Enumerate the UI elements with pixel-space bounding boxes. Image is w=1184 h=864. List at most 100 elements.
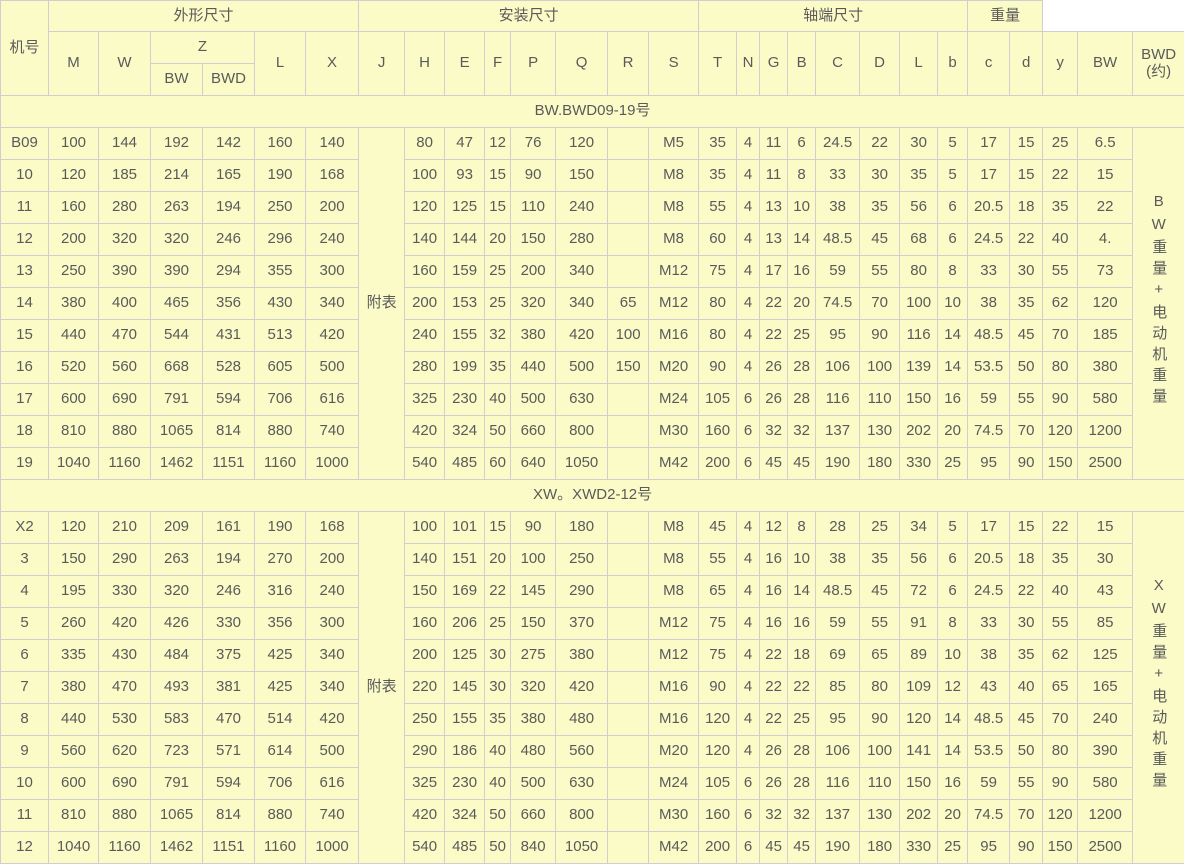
- cell-Q: 250: [556, 544, 608, 576]
- cell-B: 45: [788, 448, 816, 480]
- cell-Q: 480: [556, 704, 608, 736]
- cell-F: 50: [485, 800, 511, 832]
- cell-R: [608, 256, 649, 288]
- cell-Z-BW: 320: [151, 224, 203, 256]
- cell-W: 560: [99, 352, 151, 384]
- cell-B: 14: [788, 576, 816, 608]
- cell-y: 65: [1043, 672, 1078, 704]
- cell-L: 430: [255, 288, 306, 320]
- cell-S: M42: [649, 448, 699, 480]
- cell-W: 320: [99, 224, 151, 256]
- cell-D: 70: [860, 288, 900, 320]
- cell-X: 500: [306, 736, 359, 768]
- cell-N: 4: [737, 192, 760, 224]
- cell-L: 190: [255, 512, 306, 544]
- cell-M: 810: [49, 800, 99, 832]
- cell-N: 4: [737, 608, 760, 640]
- cell-L2: 150: [900, 768, 938, 800]
- cell-S: M16: [649, 320, 699, 352]
- cell-P: 110: [511, 192, 556, 224]
- cell-N: 4: [737, 160, 760, 192]
- cell-Q: 120: [556, 128, 608, 160]
- cell-F: 22: [485, 576, 511, 608]
- cell-b: 14: [938, 736, 968, 768]
- table-row: 10 600 690 791 594 706 616 325 230 40 50…: [1, 768, 1184, 800]
- cell-machine-no: 6: [1, 640, 49, 672]
- cell-W: 144: [99, 128, 151, 160]
- cell-W: 1160: [99, 448, 151, 480]
- cell-L: 160: [255, 128, 306, 160]
- col-header-L: L: [255, 32, 306, 96]
- cell-B: 16: [788, 256, 816, 288]
- cell-b: 6: [938, 224, 968, 256]
- cell-L2: 68: [900, 224, 938, 256]
- cell-y: 80: [1043, 736, 1078, 768]
- cell-D: 90: [860, 704, 900, 736]
- cell-L: 605: [255, 352, 306, 384]
- cell-E: 47: [445, 128, 485, 160]
- cell-c: 74.5: [968, 800, 1010, 832]
- cell-W: 470: [99, 672, 151, 704]
- cell-y: 62: [1043, 288, 1078, 320]
- cell-Z-BW: 583: [151, 704, 203, 736]
- cell-E: 199: [445, 352, 485, 384]
- cell-y: 22: [1043, 512, 1078, 544]
- table-row: 15 440 470 544 431 513 420 240 155 32 38…: [1, 320, 1184, 352]
- cell-P: 150: [511, 224, 556, 256]
- cell-W: 290: [99, 544, 151, 576]
- cell-M: 810: [49, 416, 99, 448]
- cell-Z-BW: 723: [151, 736, 203, 768]
- col-header-E: E: [445, 32, 485, 96]
- cell-T: 55: [699, 544, 737, 576]
- cell-C: 116: [816, 384, 860, 416]
- cell-c: 17: [968, 128, 1010, 160]
- cell-y: 55: [1043, 608, 1078, 640]
- cell-W: 470: [99, 320, 151, 352]
- cell-L: 880: [255, 800, 306, 832]
- table-row: 19 1040 1160 1462 1151 1160 1000 540 485…: [1, 448, 1184, 480]
- cell-C: 137: [816, 800, 860, 832]
- cell-c: 59: [968, 384, 1010, 416]
- col-header-weight-BW: BW: [1078, 32, 1133, 96]
- cell-b: 16: [938, 768, 968, 800]
- cell-F: 50: [485, 832, 511, 864]
- cell-Z-BWD: 294: [203, 256, 255, 288]
- cell-G: 45: [760, 832, 788, 864]
- cell-W: 280: [99, 192, 151, 224]
- cell-H: 540: [405, 448, 445, 480]
- col-header-C: C: [816, 32, 860, 96]
- cell-F: 15: [485, 512, 511, 544]
- cell-d: 18: [1010, 192, 1043, 224]
- cell-c: 53.5: [968, 352, 1010, 384]
- cell-D: 110: [860, 768, 900, 800]
- cell-D: 65: [860, 640, 900, 672]
- cell-b: 5: [938, 512, 968, 544]
- cell-S: M8: [649, 160, 699, 192]
- cell-N: 6: [737, 768, 760, 800]
- cell-W: 690: [99, 768, 151, 800]
- cell-Z-BW: 544: [151, 320, 203, 352]
- cell-B: 25: [788, 320, 816, 352]
- cell-Z-BWD: 470: [203, 704, 255, 736]
- cell-C: 69: [816, 640, 860, 672]
- table-row: 9 560 620 723 571 614 500 290 186 40 480…: [1, 736, 1184, 768]
- cell-T: 60: [699, 224, 737, 256]
- cell-D: 90: [860, 320, 900, 352]
- cell-H: 200: [405, 640, 445, 672]
- col-header-Z: Z: [151, 32, 255, 64]
- cell-c: 48.5: [968, 320, 1010, 352]
- cell-N: 4: [737, 224, 760, 256]
- cell-machine-no: 10: [1, 768, 49, 800]
- cell-R: [608, 160, 649, 192]
- section-title-bw: BW.BWD09-19号: [1, 96, 1184, 128]
- cell-c: 43: [968, 672, 1010, 704]
- cell-E: 206: [445, 608, 485, 640]
- cell-G: 45: [760, 448, 788, 480]
- cell-B: 20: [788, 288, 816, 320]
- cell-Z-BW: 263: [151, 192, 203, 224]
- cell-M: 100: [49, 128, 99, 160]
- cell-N: 6: [737, 448, 760, 480]
- cell-R: [608, 640, 649, 672]
- cell-M: 335: [49, 640, 99, 672]
- cell-C: 116: [816, 768, 860, 800]
